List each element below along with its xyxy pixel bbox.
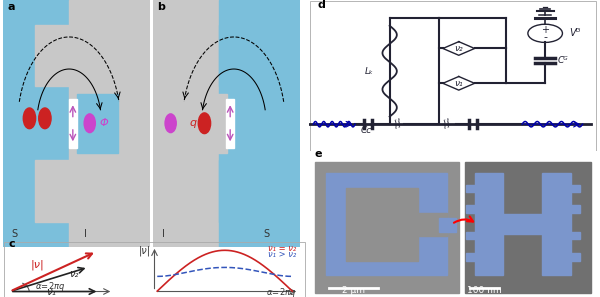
Text: ν₂: ν₂ bbox=[454, 44, 463, 53]
Bar bbox=[77, 94, 118, 153]
Text: q: q bbox=[190, 118, 197, 128]
Bar bbox=[35, 25, 69, 86]
Text: -: - bbox=[543, 32, 547, 42]
Text: I: I bbox=[84, 229, 87, 239]
Bar bbox=[571, 185, 580, 192]
Bar bbox=[69, 0, 150, 247]
Bar bbox=[475, 173, 503, 275]
Text: 2 μm: 2 μm bbox=[342, 286, 365, 295]
Text: e: e bbox=[315, 149, 322, 159]
Bar bbox=[410, 213, 447, 236]
Bar bbox=[542, 173, 571, 275]
Text: c: c bbox=[8, 239, 15, 249]
Bar bbox=[466, 205, 475, 213]
Text: ν₁ = ν₂: ν₁ = ν₂ bbox=[268, 244, 296, 253]
Circle shape bbox=[23, 108, 35, 129]
Bar bbox=[226, 99, 234, 148]
Bar bbox=[464, 162, 591, 293]
Bar bbox=[571, 253, 580, 261]
Text: Vᴳ: Vᴳ bbox=[569, 28, 581, 38]
Text: |ν|: |ν| bbox=[139, 246, 151, 257]
Text: 100 nm: 100 nm bbox=[467, 286, 502, 295]
Bar bbox=[346, 188, 418, 261]
Bar bbox=[326, 173, 447, 275]
Bar bbox=[503, 214, 542, 234]
Text: Lₖ: Lₖ bbox=[365, 67, 374, 76]
FancyArrow shape bbox=[447, 221, 450, 229]
Bar bbox=[219, 25, 253, 86]
Text: S: S bbox=[263, 229, 269, 239]
Bar bbox=[466, 185, 475, 192]
Text: ν₂: ν₂ bbox=[69, 268, 79, 279]
Text: I: I bbox=[162, 229, 164, 239]
Bar bbox=[185, 94, 227, 153]
Text: ν₁: ν₁ bbox=[454, 79, 463, 88]
Text: Φ: Φ bbox=[99, 118, 108, 128]
Text: +: + bbox=[541, 25, 549, 35]
Bar bbox=[315, 162, 459, 293]
Text: ν₁: ν₁ bbox=[46, 287, 56, 297]
Text: $\alpha\!=\!2\pi q$: $\alpha\!=\!2\pi q$ bbox=[266, 286, 296, 297]
Bar bbox=[466, 232, 475, 239]
Text: //: // bbox=[393, 118, 403, 130]
Text: //: // bbox=[442, 118, 451, 130]
Bar bbox=[69, 99, 77, 148]
Bar bbox=[219, 160, 253, 222]
Text: Cᴄ: Cᴄ bbox=[361, 126, 372, 135]
Bar bbox=[35, 160, 69, 222]
Circle shape bbox=[165, 114, 176, 133]
Circle shape bbox=[198, 113, 211, 134]
Text: b: b bbox=[157, 2, 165, 12]
Text: a: a bbox=[7, 2, 15, 12]
Circle shape bbox=[84, 114, 95, 133]
Text: ν₁ > ν₂: ν₁ > ν₂ bbox=[268, 250, 296, 259]
Text: S: S bbox=[12, 229, 18, 239]
Bar bbox=[466, 253, 475, 261]
Bar bbox=[571, 205, 580, 213]
Text: $\alpha\!=\!2\pi q$: $\alpha\!=\!2\pi q$ bbox=[35, 280, 65, 293]
Circle shape bbox=[39, 108, 51, 129]
Text: d: d bbox=[317, 0, 326, 10]
Text: Cᴳ: Cᴳ bbox=[558, 56, 569, 65]
Bar bbox=[571, 232, 580, 239]
Bar bbox=[219, 0, 300, 247]
Text: |ν|: |ν| bbox=[31, 259, 44, 270]
Bar bbox=[439, 218, 456, 232]
